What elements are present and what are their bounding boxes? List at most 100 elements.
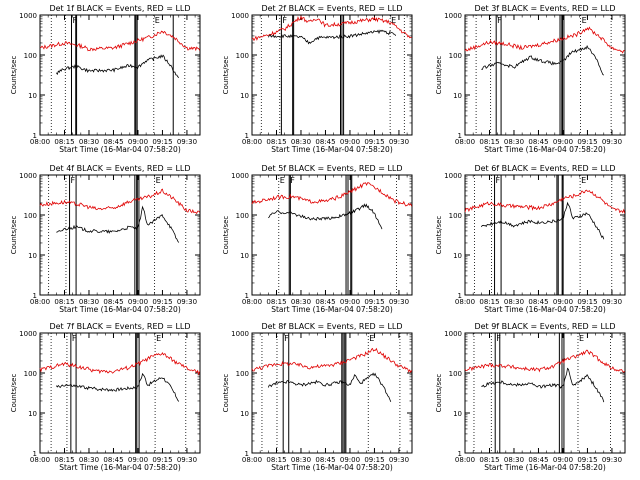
events-series-line — [268, 203, 383, 230]
y-axis-label: Counts/sec — [222, 216, 230, 255]
y-tick-label: 100 — [236, 370, 249, 378]
x-tick-label: 09:00 — [553, 298, 573, 306]
plot-frame — [39, 14, 201, 136]
y-tick-label: 1000 — [19, 12, 37, 20]
marker-label: F — [71, 176, 76, 185]
panel-title: Det 7f BLACK = Events, RED = LLD — [49, 322, 190, 331]
x-tick-label: 08:15 — [479, 456, 499, 464]
x-tick-label: 08:15 — [54, 298, 74, 306]
marker-label: F — [282, 16, 287, 25]
x-tick-label: 08:00 — [455, 298, 475, 306]
panel-title: Det 5f BLACK = Events, RED = LLD — [261, 164, 402, 173]
lld-series-line — [39, 351, 201, 376]
x-axis-label: Start Time (16-Mar-04 07:58:20) — [484, 463, 606, 472]
y-tick-label: 1 — [33, 450, 37, 458]
x-tick-label: 09:15 — [577, 456, 597, 464]
x-tick-label: 09:00 — [340, 138, 360, 146]
y-tick-label: 10 — [28, 252, 37, 260]
panel-det-9: Det 9f BLACK = Events, RED = LLD 1 10 100 10… — [435, 322, 626, 472]
x-tick-label: 08:15 — [479, 138, 499, 146]
x-tick-label: 08:00 — [455, 138, 475, 146]
events-series-line — [267, 29, 397, 45]
x-tick-label: 08:45 — [103, 456, 123, 464]
y-tick-label: 100 — [236, 212, 249, 220]
panel-det-1: Det 1f BLACK = Events, RED = LLD 1 10 100 10… — [10, 4, 201, 154]
marker-label: E — [280, 176, 285, 185]
y-tick-label: 1000 — [19, 172, 37, 180]
lld-series-line — [464, 189, 626, 214]
events-series-line — [55, 372, 180, 402]
lld-series-line — [251, 15, 412, 42]
y-tick-label: 1 — [245, 132, 249, 140]
plot-frame — [251, 332, 413, 454]
x-axis-label: Start Time (16-Mar-04 07:58:20) — [484, 145, 606, 154]
y-tick-label: 1000 — [444, 12, 462, 20]
marker-label: E — [579, 334, 584, 343]
x-tick-label: 09:30 — [177, 298, 197, 306]
x-tick-label: 09:15 — [364, 456, 384, 464]
y-tick-label: 1 — [33, 132, 37, 140]
y-tick-label: 1 — [245, 450, 249, 458]
y-tick-label: 100 — [24, 370, 37, 378]
x-tick-label: 09:15 — [364, 298, 384, 306]
x-tick-label: 09:00 — [553, 138, 573, 146]
x-tick-label: 08:45 — [528, 138, 548, 146]
y-tick-label: 1 — [458, 292, 462, 300]
x-tick-label: 08:15 — [479, 298, 499, 306]
lld-series-line — [251, 347, 413, 374]
marker-label: E — [581, 176, 586, 185]
x-axis-label: Start Time (16-Mar-04 07:58:20) — [271, 463, 393, 472]
panel-det-3: Det 3f BLACK = Events, RED = LLD 1 10 100 10… — [435, 4, 626, 154]
x-tick-label: 09:15 — [577, 298, 597, 306]
x-tick-label: 09:30 — [389, 456, 409, 464]
x-tick-label: 08:30 — [291, 456, 311, 464]
lld-series-line — [251, 182, 413, 207]
x-tick-label: 08:30 — [291, 298, 311, 306]
marker-label: E — [582, 16, 587, 25]
x-tick-label: 08:30 — [79, 138, 99, 146]
events-series-line — [481, 44, 605, 76]
y-tick-label: 10 — [240, 410, 249, 418]
x-tick-label: 08:45 — [315, 456, 335, 464]
x-axis-label: Start Time (16-Mar-04 07:58:20) — [59, 145, 181, 154]
x-tick-label: 09:15 — [152, 138, 172, 146]
lld-series-line — [464, 26, 625, 54]
events-series-line — [55, 54, 180, 78]
x-tick-label: 08:00 — [242, 138, 262, 146]
y-axis-label: Counts/sec — [222, 56, 230, 95]
marker-label: E — [155, 16, 160, 25]
y-tick-label: 1 — [245, 292, 249, 300]
y-tick-label: 100 — [24, 52, 37, 60]
x-tick-label: 08:30 — [504, 298, 524, 306]
y-tick-label: 10 — [453, 92, 462, 100]
marker-label: F — [72, 334, 77, 343]
x-tick-label: 09:30 — [177, 456, 197, 464]
y-tick-label: 100 — [449, 212, 462, 220]
x-tick-label: 09:30 — [602, 298, 622, 306]
y-axis-label: Counts/sec — [10, 374, 18, 413]
x-tick-label: 08:15 — [266, 298, 286, 306]
x-tick-label: 08:00 — [242, 298, 262, 306]
x-tick-label: 08:45 — [315, 138, 335, 146]
events-series-line — [267, 372, 392, 402]
x-axis-label: Start Time (16-Mar-04 07:58:20) — [271, 305, 393, 314]
x-tick-label: 09:00 — [128, 298, 148, 306]
y-axis-label: Counts/sec — [10, 216, 18, 255]
plot-frame — [39, 174, 201, 296]
x-tick-label: 08:15 — [54, 138, 74, 146]
x-tick-label: 08:00 — [30, 138, 50, 146]
marker-label: F — [290, 176, 295, 185]
x-tick-label: 09:15 — [152, 456, 172, 464]
x-tick-label: 08:30 — [79, 298, 99, 306]
x-tick-label: 08:45 — [103, 298, 123, 306]
y-tick-label: 10 — [453, 252, 462, 260]
panel-title: Det 1f BLACK = Events, RED = LLD — [49, 4, 190, 13]
y-tick-label: 1 — [458, 450, 462, 458]
x-axis-label: Start Time (16-Mar-04 07:58:20) — [271, 145, 393, 154]
x-tick-label: 08:15 — [266, 138, 286, 146]
events-series-line — [480, 201, 605, 240]
y-tick-label: 10 — [240, 92, 249, 100]
y-tick-label: 100 — [24, 212, 37, 220]
marker-label: F — [496, 176, 501, 185]
